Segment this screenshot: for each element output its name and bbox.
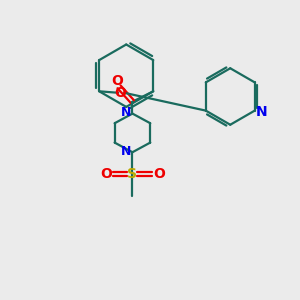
Text: N: N bbox=[121, 145, 132, 158]
Text: O: O bbox=[100, 167, 112, 181]
Text: N: N bbox=[255, 105, 267, 119]
Text: O: O bbox=[153, 167, 165, 181]
Text: N: N bbox=[121, 106, 132, 119]
Text: O: O bbox=[115, 86, 127, 100]
Text: O: O bbox=[112, 74, 124, 88]
Text: S: S bbox=[128, 167, 137, 181]
